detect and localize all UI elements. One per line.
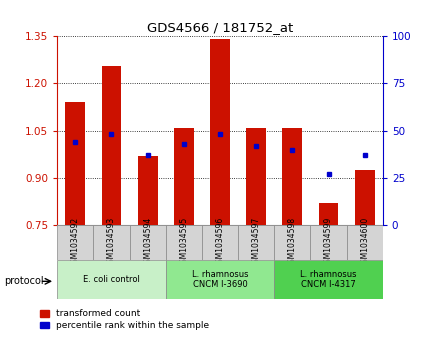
Bar [174, 127, 194, 225]
Text: GSM1034592: GSM1034592 [71, 217, 80, 268]
Bar [166, 260, 274, 299]
Bar [202, 225, 238, 260]
Text: protocol: protocol [4, 276, 44, 286]
Bar [57, 260, 166, 299]
Bar [311, 225, 347, 260]
Text: GSM1034599: GSM1034599 [324, 217, 333, 268]
Bar [282, 127, 302, 225]
Bar [129, 225, 166, 260]
Text: GSM1034593: GSM1034593 [107, 217, 116, 268]
Text: GSM1034597: GSM1034597 [252, 217, 260, 268]
Bar [93, 225, 129, 260]
Bar [238, 225, 274, 260]
Text: E. coli control: E. coli control [83, 275, 140, 284]
Text: GSM1034596: GSM1034596 [216, 217, 224, 268]
Bar [66, 102, 85, 225]
Text: L. rhamnosus
CNCM I-3690: L. rhamnosus CNCM I-3690 [192, 270, 248, 289]
Bar [246, 127, 266, 225]
Bar [166, 225, 202, 260]
Bar [355, 170, 375, 225]
Bar [347, 225, 383, 260]
Text: GSM1034595: GSM1034595 [180, 217, 188, 268]
Bar [138, 156, 158, 225]
Text: GSM1034598: GSM1034598 [288, 217, 297, 268]
Bar [57, 225, 93, 260]
Bar [102, 66, 121, 225]
Text: GSM1034594: GSM1034594 [143, 217, 152, 268]
Legend: transformed count, percentile rank within the sample: transformed count, percentile rank withi… [40, 309, 209, 330]
Bar [274, 225, 311, 260]
Bar [274, 260, 383, 299]
Text: GSM1034600: GSM1034600 [360, 217, 369, 268]
Bar [319, 203, 338, 225]
Title: GDS4566 / 181752_at: GDS4566 / 181752_at [147, 21, 293, 34]
Bar [210, 40, 230, 225]
Text: L. rhamnosus
CNCM I-4317: L. rhamnosus CNCM I-4317 [300, 270, 357, 289]
